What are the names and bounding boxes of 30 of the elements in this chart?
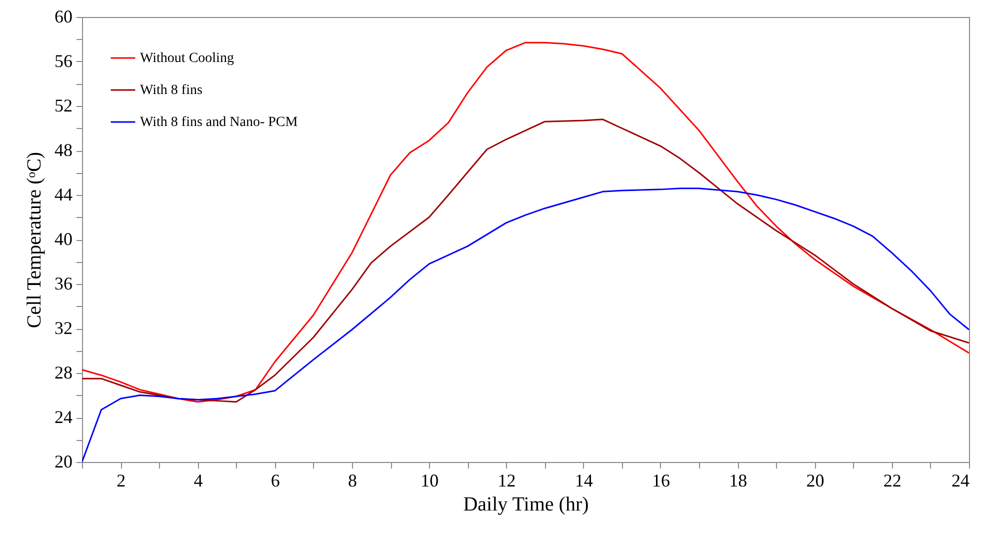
y-tick-label: 28 [54,362,72,382]
x-tick-label: 12 [498,470,516,490]
y-tick-label: 56 [54,51,72,71]
x-tick-label: 4 [194,470,203,490]
x-tick-label: 16 [652,470,670,490]
legend-label: With 8 fins and Nano- PCM [140,115,298,130]
line-series [82,42,969,403]
y-tick-label: 32 [54,318,72,338]
x-tick-label: 2 [116,470,126,490]
y-tick-label: 36 [54,274,72,294]
y-tick-label: 48 [54,140,72,160]
x-tick-label: 14 [574,470,593,490]
x-tick-label: 18 [729,470,748,490]
y-tick-label: 24 [54,407,72,427]
x-tick-label: 22 [883,470,902,490]
y-tick-label: 20 [54,452,72,472]
y-tick-label: 52 [54,96,72,116]
y-tick-label: 60 [54,6,72,26]
y-tick-label: 44 [54,184,72,204]
legend-label: Without Cooling [140,51,234,66]
line-series [82,188,969,462]
x-axis-title: Daily Time (hr) [463,494,589,516]
x-tick-label: 8 [348,470,357,490]
x-tick-label: 20 [806,470,824,490]
x-tick-label: 6 [270,470,280,490]
x-tick-label: 24 [952,470,970,490]
x-tick-label: 10 [420,470,439,490]
y-axis-title: Cell Temperature (ᵒC) [24,152,46,328]
y-tick-label: 40 [54,229,72,249]
legend-label: With 8 fins [140,83,202,98]
